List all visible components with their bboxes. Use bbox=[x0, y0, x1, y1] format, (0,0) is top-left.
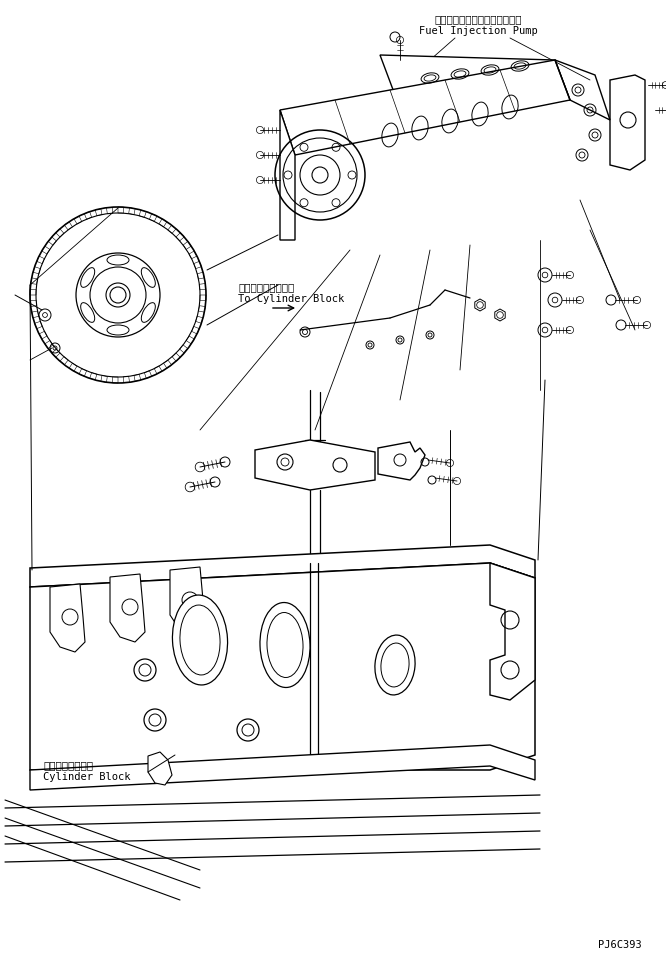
Ellipse shape bbox=[260, 603, 310, 687]
Polygon shape bbox=[30, 289, 36, 295]
Ellipse shape bbox=[172, 595, 228, 685]
Polygon shape bbox=[65, 222, 73, 230]
Polygon shape bbox=[35, 322, 42, 328]
Polygon shape bbox=[101, 375, 107, 382]
Text: フェルインジェクションポンプ: フェルインジェクションポンプ bbox=[434, 14, 521, 24]
Polygon shape bbox=[134, 374, 141, 381]
Polygon shape bbox=[30, 563, 535, 770]
Polygon shape bbox=[183, 241, 191, 250]
Polygon shape bbox=[155, 366, 162, 374]
Polygon shape bbox=[56, 228, 64, 237]
Polygon shape bbox=[31, 277, 37, 284]
Polygon shape bbox=[200, 295, 206, 300]
Polygon shape bbox=[159, 219, 167, 227]
Polygon shape bbox=[118, 207, 124, 213]
Text: Cylinder Block: Cylinder Block bbox=[43, 772, 131, 782]
Polygon shape bbox=[280, 110, 295, 240]
Polygon shape bbox=[110, 574, 145, 642]
Polygon shape bbox=[30, 745, 535, 790]
Polygon shape bbox=[280, 60, 570, 155]
Polygon shape bbox=[170, 567, 205, 635]
Polygon shape bbox=[33, 267, 41, 274]
Polygon shape bbox=[90, 372, 97, 380]
Polygon shape bbox=[107, 207, 113, 214]
Polygon shape bbox=[60, 357, 68, 365]
Polygon shape bbox=[176, 232, 184, 241]
Polygon shape bbox=[48, 237, 57, 245]
Polygon shape bbox=[168, 226, 176, 233]
Text: シリンダブロックヘ: シリンダブロックヘ bbox=[238, 282, 294, 292]
Polygon shape bbox=[74, 216, 82, 224]
Polygon shape bbox=[255, 440, 375, 490]
Polygon shape bbox=[378, 442, 425, 480]
Polygon shape bbox=[139, 210, 147, 217]
Circle shape bbox=[110, 287, 126, 303]
Circle shape bbox=[134, 659, 156, 681]
Text: PJ6C393: PJ6C393 bbox=[598, 940, 642, 950]
Polygon shape bbox=[192, 326, 199, 334]
Polygon shape bbox=[30, 545, 535, 587]
Polygon shape bbox=[79, 369, 87, 376]
Polygon shape bbox=[149, 214, 157, 222]
Polygon shape bbox=[50, 584, 85, 652]
Polygon shape bbox=[123, 376, 129, 383]
Polygon shape bbox=[189, 251, 197, 259]
Polygon shape bbox=[145, 371, 152, 378]
Polygon shape bbox=[148, 752, 172, 785]
Text: Fuel Injection Pump: Fuel Injection Pump bbox=[419, 26, 537, 36]
Polygon shape bbox=[113, 377, 118, 383]
Polygon shape bbox=[52, 349, 60, 357]
Text: To Cylinder Block: To Cylinder Block bbox=[238, 294, 344, 304]
Polygon shape bbox=[164, 360, 172, 369]
Polygon shape bbox=[198, 305, 205, 312]
Polygon shape bbox=[32, 311, 39, 318]
Polygon shape bbox=[194, 261, 201, 269]
Polygon shape bbox=[186, 336, 194, 344]
Circle shape bbox=[237, 719, 259, 741]
Polygon shape bbox=[172, 353, 180, 361]
Polygon shape bbox=[197, 273, 204, 279]
Polygon shape bbox=[490, 563, 535, 700]
Polygon shape bbox=[69, 363, 77, 372]
Circle shape bbox=[144, 709, 166, 731]
Ellipse shape bbox=[375, 636, 415, 695]
Polygon shape bbox=[39, 331, 47, 339]
Polygon shape bbox=[199, 283, 206, 290]
Polygon shape bbox=[380, 55, 570, 100]
Polygon shape bbox=[85, 211, 92, 219]
Polygon shape bbox=[196, 316, 203, 324]
Polygon shape bbox=[42, 246, 50, 254]
Polygon shape bbox=[37, 256, 45, 264]
Polygon shape bbox=[30, 300, 37, 306]
Polygon shape bbox=[129, 207, 135, 215]
Polygon shape bbox=[45, 341, 53, 348]
Text: シリンダブロック: シリンダブロック bbox=[43, 760, 93, 770]
Polygon shape bbox=[180, 345, 188, 353]
Polygon shape bbox=[95, 208, 102, 216]
